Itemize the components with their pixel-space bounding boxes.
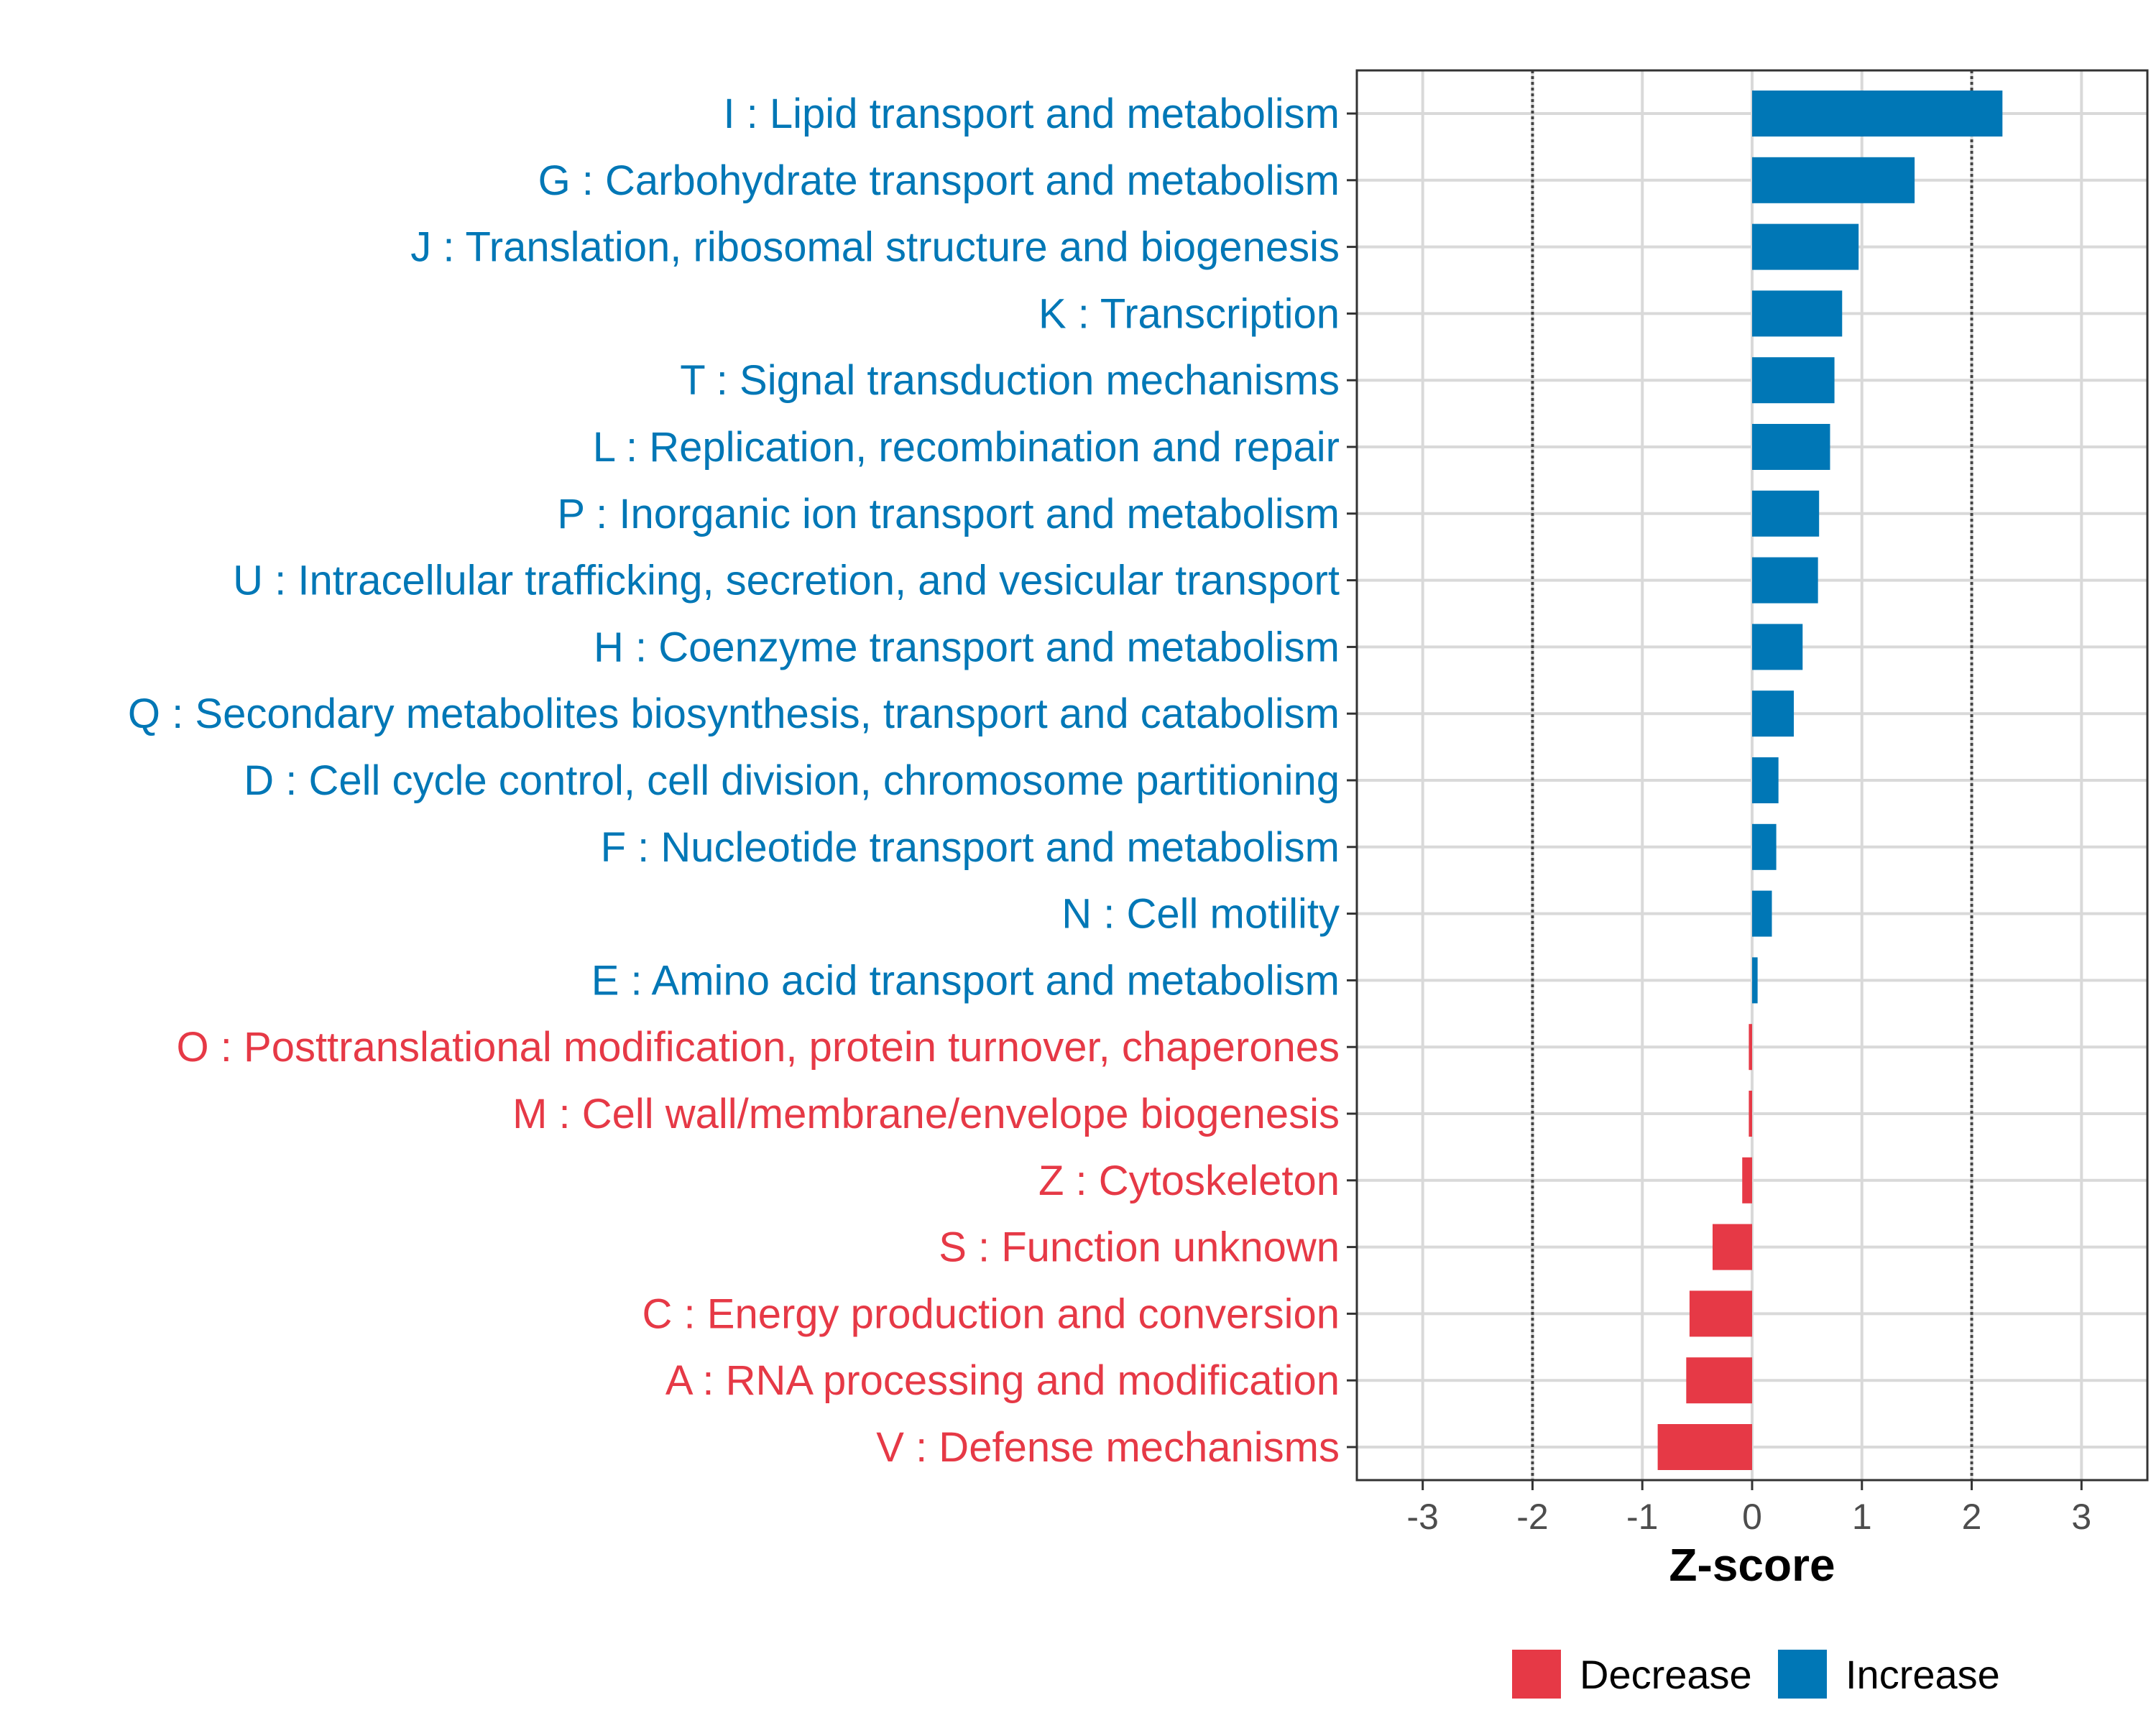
bar — [1752, 823, 1777, 870]
category-label: K : Transcription — [1038, 290, 1340, 337]
legend-label: Decrease — [1580, 1652, 1752, 1697]
category-label: F : Nucleotide transport and metabolism — [601, 824, 1340, 871]
category-label: C : Energy production and conversion — [642, 1290, 1340, 1337]
bar — [1752, 424, 1830, 470]
bar — [1752, 91, 2003, 137]
x-tick-label: 3 — [2071, 1497, 2091, 1537]
bar — [1752, 490, 1820, 537]
bar — [1749, 1091, 1752, 1137]
bar — [1742, 1157, 1752, 1203]
category-label: Z : Cytoskeleton — [1038, 1158, 1340, 1204]
category-label: E : Amino acid transport and metabolism — [591, 957, 1340, 1004]
category-label: H : Coenzyme transport and metabolism — [594, 624, 1340, 670]
bar — [1752, 890, 1772, 937]
legend: Decrease Increase — [1512, 1650, 2000, 1699]
y-axis-ticks — [1347, 112, 1357, 1449]
category-label: N : Cell motility — [1061, 891, 1340, 938]
x-axis-title: Z-score — [1669, 1539, 1835, 1591]
category-label: L : Replication, recombination and repai… — [593, 424, 1340, 471]
category-label: S : Function unknown — [939, 1224, 1340, 1271]
bar — [1752, 357, 1835, 404]
x-tick-label: -3 — [1406, 1497, 1438, 1537]
bar — [1713, 1224, 1752, 1270]
bar — [1752, 957, 1758, 1004]
category-label: T : Signal transduction mechanisms — [680, 357, 1340, 404]
bar — [1752, 290, 1843, 337]
category-label: U : Intracellular trafficking, secretion… — [233, 558, 1340, 604]
x-tick-label: 0 — [1742, 1497, 1762, 1537]
category-label: O : Posttranslational modification, prot… — [177, 1024, 1340, 1071]
category-label: Q : Secondary metabolites biosynthesis, … — [128, 690, 1340, 737]
bars — [1657, 91, 2003, 1470]
legend-key — [1778, 1650, 1827, 1699]
x-tick-label: 1 — [1852, 1497, 1872, 1537]
category-label: V : Defense mechanisms — [876, 1424, 1340, 1471]
bar — [1752, 557, 1818, 604]
category-label: J : Translation, ribosomal structure and… — [410, 224, 1340, 271]
bar — [1752, 690, 1795, 737]
x-tick-label: 2 — [1962, 1497, 1982, 1537]
bar — [1686, 1357, 1752, 1404]
category-label: A : RNA processing and modification — [665, 1357, 1340, 1404]
x-tick-label: -2 — [1516, 1497, 1548, 1537]
bar — [1657, 1424, 1752, 1470]
category-label: G : Carbohydrate transport and metabolis… — [538, 157, 1340, 204]
bar — [1752, 223, 1859, 270]
bar — [1749, 1024, 1752, 1071]
bar — [1689, 1290, 1752, 1337]
bar — [1752, 624, 1803, 670]
category-label: D : Cell cycle control, cell division, c… — [244, 757, 1340, 804]
reference-lines — [1531, 70, 1973, 1480]
bar — [1752, 157, 1915, 203]
category-labels: I : Lipid transport and metabolism G : Ca… — [128, 91, 1340, 1471]
x-axis-ticks: -3 -2 -1 0 1 2 3 — [1406, 1480, 2091, 1537]
bar — [1752, 757, 1779, 803]
category-label: I : Lipid transport and metabolism — [723, 91, 1340, 137]
legend-label: Increase — [1846, 1652, 2000, 1697]
x-tick-label: -1 — [1626, 1497, 1658, 1537]
legend-key — [1512, 1650, 1561, 1699]
category-label: M : Cell wall/membrane/envelope biogenes… — [512, 1091, 1340, 1137]
category-label: P : Inorganic ion transport and metaboli… — [557, 491, 1340, 537]
